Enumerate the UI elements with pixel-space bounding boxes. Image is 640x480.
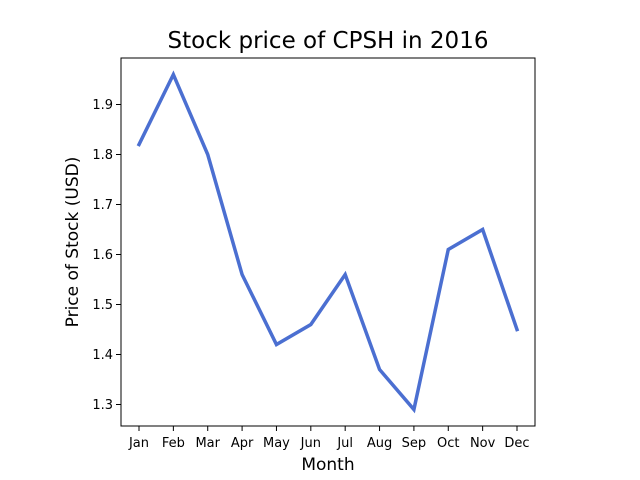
x-tick-label: Mar	[195, 436, 220, 451]
x-tick-label: Sep	[402, 436, 427, 451]
x-axis-label: Month	[301, 455, 354, 475]
x-tick-label: Feb	[162, 436, 185, 451]
y-tick-label: 1.9	[92, 98, 113, 113]
y-axis: 1.3 1.4 1.5 1.6 1.7 1.8 1.9	[92, 98, 121, 413]
x-axis: Jan Feb Mar Apr May Jun Jul Aug Sep Oct Nov Dec	[128, 426, 530, 451]
plot-frame	[120, 57, 536, 427]
x-tick-label: Dec	[504, 436, 529, 451]
series-layer	[136, 70, 520, 414]
y-tick-label: 1.3	[92, 398, 113, 413]
plot-area: Jan Feb Mar Apr May Jun Jul Aug Sep Oct Nov Dec 1.3…	[92, 57, 536, 451]
chart-title: Stock price of CPSH in 2016	[168, 28, 489, 54]
x-tick-label: Apr	[231, 436, 254, 451]
y-tick-label: 1.8	[92, 148, 113, 163]
x-tick-label: Oct	[437, 436, 459, 451]
y-axis-label: Price of Stock (USD)	[63, 157, 83, 328]
y-tick-label: 1.7	[92, 198, 113, 213]
x-tick-label: Jan	[128, 436, 149, 451]
series-line-cpsh	[136, 70, 520, 414]
x-tick-label: May	[263, 436, 290, 451]
x-tick-label: Jul	[336, 436, 353, 451]
y-tick-label: 1.4	[92, 348, 113, 363]
y-tick-label: 1.6	[92, 248, 113, 263]
x-tick-label: Nov	[470, 436, 496, 451]
x-tick-label: Aug	[367, 436, 392, 451]
x-tick-label: Jun	[300, 436, 321, 451]
y-tick-label: 1.5	[92, 298, 113, 313]
